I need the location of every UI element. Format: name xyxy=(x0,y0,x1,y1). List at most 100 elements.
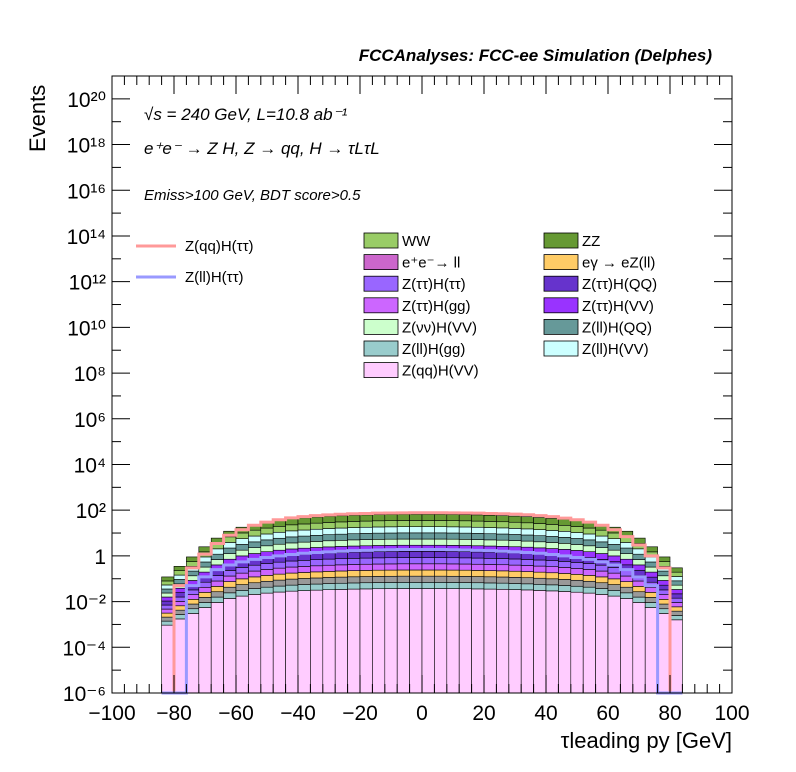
stack-segment-z-ll-h-vv- xyxy=(359,526,373,534)
stack-segment-z-h-qq- xyxy=(173,592,187,598)
stack-segment-z-ll-h-qq- xyxy=(198,561,212,568)
stack-segment-z-qq-h-vv- xyxy=(186,613,200,694)
stack-segment-z-ll-h-gg- xyxy=(173,614,187,620)
stack-segment-z-ll-h-qq- xyxy=(260,539,274,547)
stack-segment-z-ll-h-gg- xyxy=(198,602,212,608)
stack-segment-ww xyxy=(595,529,609,537)
stack-segment-z-ll-h-gg- xyxy=(334,582,348,590)
stack-segment-z-qq-h-vv- xyxy=(421,588,435,694)
stack-segment-z-h- xyxy=(210,575,224,582)
stack-segment-e-ez-ll- xyxy=(434,569,448,577)
histogram-bin xyxy=(260,521,274,694)
stack-segment-zz xyxy=(198,546,212,553)
legend-fill-swatch xyxy=(363,275,399,292)
stack-segment-z-h-vv- xyxy=(297,541,311,549)
stack-segment-z-ll-h-qq- xyxy=(607,544,621,551)
stack-segment-z-h- xyxy=(421,557,435,565)
stack-segment-z-h-vv- xyxy=(434,538,448,546)
stack-segment-z-ll-h-vv- xyxy=(272,531,286,539)
stack-segment-z-ll-h-qq- xyxy=(173,579,187,585)
stack-segment-z-h-gg- xyxy=(620,575,634,582)
stack-segment-z-h-qq- xyxy=(458,551,472,559)
stack-segment-ww xyxy=(334,521,348,529)
stack-segment-z-qq-h-vv- xyxy=(595,594,609,694)
stack-segment-z-ll-h-qq- xyxy=(620,547,634,554)
stack-segment-z-ll-h-vv- xyxy=(173,574,187,580)
stack-segment-zz xyxy=(446,514,460,521)
stack-segment-z-ll-h-qq- xyxy=(322,534,336,542)
stack-segment-e-ez-ll- xyxy=(235,578,249,585)
stack-segment-z-h- xyxy=(322,558,336,566)
stack-segment-e-ez-ll- xyxy=(297,572,311,579)
stack-segment-z-h- xyxy=(384,557,398,565)
stack-segment-z-ll-h-gg- xyxy=(347,582,361,590)
stack-segment-e-e-ll xyxy=(384,575,398,583)
stack-segment-z-qq-h-vv- xyxy=(657,613,671,694)
stack-segment-z-qq-h-vv- xyxy=(334,589,348,694)
legend-fill-swatch xyxy=(543,254,579,271)
stack-segment-ww xyxy=(545,524,559,531)
stack-segment-z-qq-h-vv- xyxy=(533,590,547,694)
stack-segment-z-h-vv- xyxy=(607,555,621,562)
stack-segment-e-ez-ll- xyxy=(471,570,485,577)
stack-segment-e-ez-ll- xyxy=(570,574,584,581)
stack-segment-z-ll-h-vv- xyxy=(595,535,609,543)
stack-segment-z-h- xyxy=(545,560,559,568)
stack-segment-ww xyxy=(272,526,286,533)
stack-segment-z-h-qq- xyxy=(508,552,522,560)
stack-segment-e-ez-ll- xyxy=(173,605,187,611)
stack-segment-z-ll-h-qq- xyxy=(409,532,423,540)
stack-segment-z-h-vv- xyxy=(595,547,609,554)
stack-segment-e-ez-ll- xyxy=(384,569,398,577)
stack-segment-z-ll-h-vv- xyxy=(607,538,621,545)
stack-segment-z-h-vv- xyxy=(359,539,373,547)
stack-segment-z-h- xyxy=(471,557,485,565)
stack-segment-zz xyxy=(372,514,386,522)
legend-label: Z(ττ)H(QQ) xyxy=(582,276,657,293)
stack-segment-z-qq-h-vv- xyxy=(545,590,559,694)
stack-segment-e-ez-ll- xyxy=(644,592,658,598)
stack-segment-zz xyxy=(669,567,683,573)
stack-segment-z-h-gg- xyxy=(372,563,386,571)
histogram-bin xyxy=(607,526,621,694)
stack-segment-z-h-qq- xyxy=(496,552,510,559)
legend: Z(qq)H(ττ) Z(ll)H(ττ) WW ZZ e⁺e⁻→ ll eγ → eZ(… xyxy=(136,232,657,380)
stack-segment-e-e-ll xyxy=(508,577,522,584)
stack-segment-z-ll-h-gg- xyxy=(372,582,386,590)
stack-segment-z-ll-h-gg- xyxy=(657,608,671,614)
stack-segment-z-ll-h-vv- xyxy=(471,526,485,534)
stack-segment-z-h-qq- xyxy=(347,551,361,559)
stack-segment-z-h- xyxy=(285,560,299,568)
stack-segment-z-qq-h-vv- xyxy=(496,588,510,694)
stack-segment-z-h-vv- xyxy=(334,540,348,547)
stack-segment-z-ll-h-gg- xyxy=(533,584,547,591)
x-tick-label: −80 xyxy=(156,702,192,725)
stack-segment-z-ll-h-gg- xyxy=(223,592,237,599)
signal-line-z-qq-h- xyxy=(161,511,683,695)
histogram-bin xyxy=(496,515,510,694)
stack-segment-z-h-gg- xyxy=(520,565,534,572)
stack-segment-z-ll-h-gg- xyxy=(558,585,572,592)
stack-segment-z-h- xyxy=(595,564,609,572)
stack-segment-z-h-gg- xyxy=(570,568,584,575)
stack-segment-z-h- xyxy=(607,567,621,574)
stack-segment-z-qq-h-vv- xyxy=(260,592,274,694)
y-tick-label: 10⁴ xyxy=(74,454,106,477)
stack-segment-zz xyxy=(285,518,299,526)
stack-segment-ww xyxy=(235,532,249,539)
stack-segment-zz xyxy=(359,514,373,522)
stack-segment-e-ez-ll- xyxy=(210,586,224,593)
y-tick-label: 10¹⁸ xyxy=(67,135,106,158)
stack-segment-z-ll-h-gg- xyxy=(421,582,435,589)
stack-segment-z-qq-h-vv- xyxy=(248,594,262,694)
y-tick-label: 10¹⁰ xyxy=(67,317,106,340)
histogram-bin xyxy=(409,514,423,694)
y-tick-label: 10² xyxy=(76,500,106,523)
stack-segment-e-ez-ll- xyxy=(334,570,348,578)
stack-segment-e-e-ll xyxy=(409,575,423,583)
stack-segment-z-h-vv- xyxy=(558,543,572,550)
histogram-bin xyxy=(533,517,547,694)
stack-segment-z-h-vv- xyxy=(570,550,584,557)
stack-segment-z-h-vv- xyxy=(272,543,286,551)
stack-segment-z-h-vv- xyxy=(669,589,683,595)
